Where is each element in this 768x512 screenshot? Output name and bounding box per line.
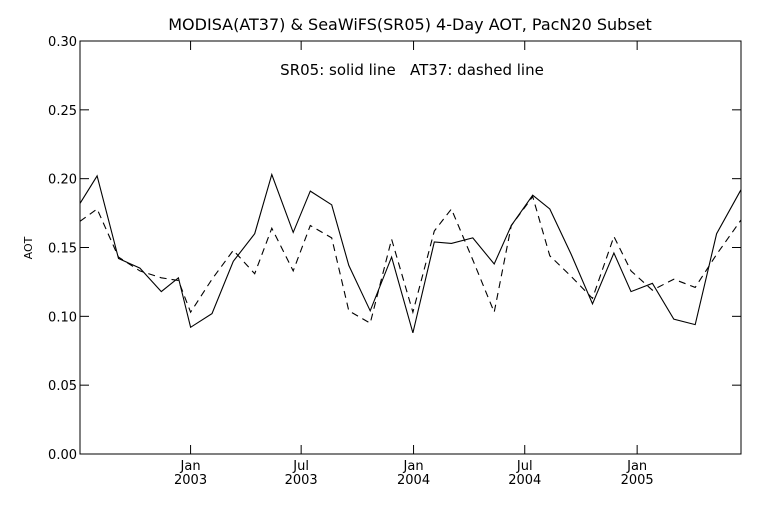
x-tick-month-label: Jan [180, 459, 201, 474]
x-tick-month-label: Jan [626, 459, 647, 474]
x-tick-month-label: Jul [516, 459, 533, 474]
y-tick-label: 0.00 [48, 448, 77, 463]
legend-annotation: SR05: solid line AT37: dashed line [280, 61, 544, 79]
y-axis-ticks: 0.00 0.05 0.10 0.15 0.20 0.25 0.30 [48, 35, 741, 463]
x-tick-year-label: 2004 [508, 473, 541, 488]
y-tick-label: 0.05 [48, 379, 77, 394]
x-tick-month-label: Jan [403, 459, 424, 474]
series-line-sr05 [79, 172, 742, 334]
plot-frame [79, 40, 742, 455]
data-series [79, 172, 742, 334]
y-tick-label: 0.30 [48, 35, 77, 50]
y-tick-label: 0.15 [48, 242, 77, 257]
x-tick-year-label: 2003 [174, 473, 207, 488]
x-tick-year-label: 2003 [285, 473, 318, 488]
series-line-at37 [79, 195, 742, 325]
y-tick-label: 0.10 [48, 310, 77, 325]
x-tick-month-label: Jul [292, 459, 309, 474]
y-axis-label: AOT [22, 236, 35, 259]
x-tick-year-label: 2005 [621, 473, 654, 488]
y-tick-label: 0.25 [48, 104, 77, 119]
y-tick-label: 0.20 [48, 173, 77, 188]
chart-title: MODISA(AT37) & SeaWiFS(SR05) 4-Day AOT, … [168, 15, 652, 34]
x-tick-year-label: 2004 [397, 473, 430, 488]
